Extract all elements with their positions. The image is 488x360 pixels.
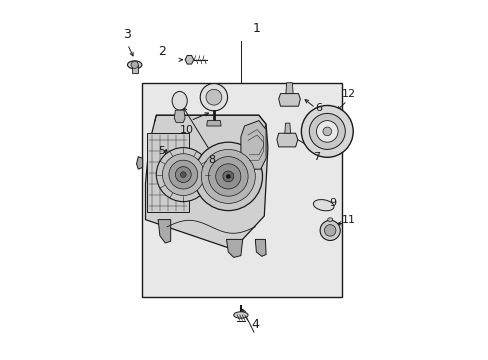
Circle shape [322, 127, 331, 136]
Circle shape [205, 89, 222, 105]
Bar [132, 65, 137, 73]
Polygon shape [145, 115, 267, 248]
Circle shape [200, 84, 227, 111]
Bar [142, 83, 341, 297]
Polygon shape [284, 123, 290, 133]
Text: 2: 2 [158, 45, 165, 58]
Ellipse shape [172, 91, 187, 110]
Circle shape [175, 167, 191, 183]
Text: 8: 8 [208, 155, 215, 165]
Circle shape [215, 164, 241, 189]
Circle shape [168, 160, 197, 189]
Polygon shape [158, 220, 170, 243]
Text: 10: 10 [180, 125, 194, 135]
Circle shape [223, 171, 233, 182]
Polygon shape [185, 55, 193, 64]
Text: 12: 12 [341, 89, 355, 99]
Text: 4: 4 [251, 318, 259, 331]
Polygon shape [174, 110, 185, 122]
Circle shape [320, 220, 340, 240]
Circle shape [208, 157, 247, 196]
Circle shape [156, 148, 210, 202]
Ellipse shape [127, 61, 142, 69]
Ellipse shape [233, 312, 247, 318]
Polygon shape [255, 239, 265, 256]
Text: 7: 7 [312, 152, 320, 162]
Bar [147, 133, 188, 212]
Text: 1: 1 [253, 22, 261, 35]
Circle shape [301, 105, 352, 157]
Text: 9: 9 [328, 198, 336, 208]
Ellipse shape [313, 199, 333, 211]
Circle shape [309, 113, 345, 149]
Polygon shape [278, 94, 300, 106]
Circle shape [225, 174, 230, 179]
Text: 5: 5 [158, 146, 165, 156]
Text: 11: 11 [341, 215, 355, 225]
Polygon shape [226, 239, 242, 257]
Text: C: C [229, 174, 234, 179]
Polygon shape [285, 83, 292, 94]
Polygon shape [276, 133, 297, 147]
Polygon shape [136, 157, 142, 169]
Circle shape [324, 225, 335, 236]
Text: 6: 6 [314, 103, 321, 113]
Circle shape [201, 149, 255, 203]
Circle shape [316, 121, 337, 142]
Ellipse shape [327, 218, 332, 221]
Circle shape [194, 142, 262, 211]
Circle shape [180, 172, 186, 177]
Polygon shape [206, 121, 221, 126]
Polygon shape [241, 121, 265, 169]
Circle shape [162, 154, 204, 195]
Text: 3: 3 [123, 28, 131, 41]
Circle shape [131, 61, 138, 68]
